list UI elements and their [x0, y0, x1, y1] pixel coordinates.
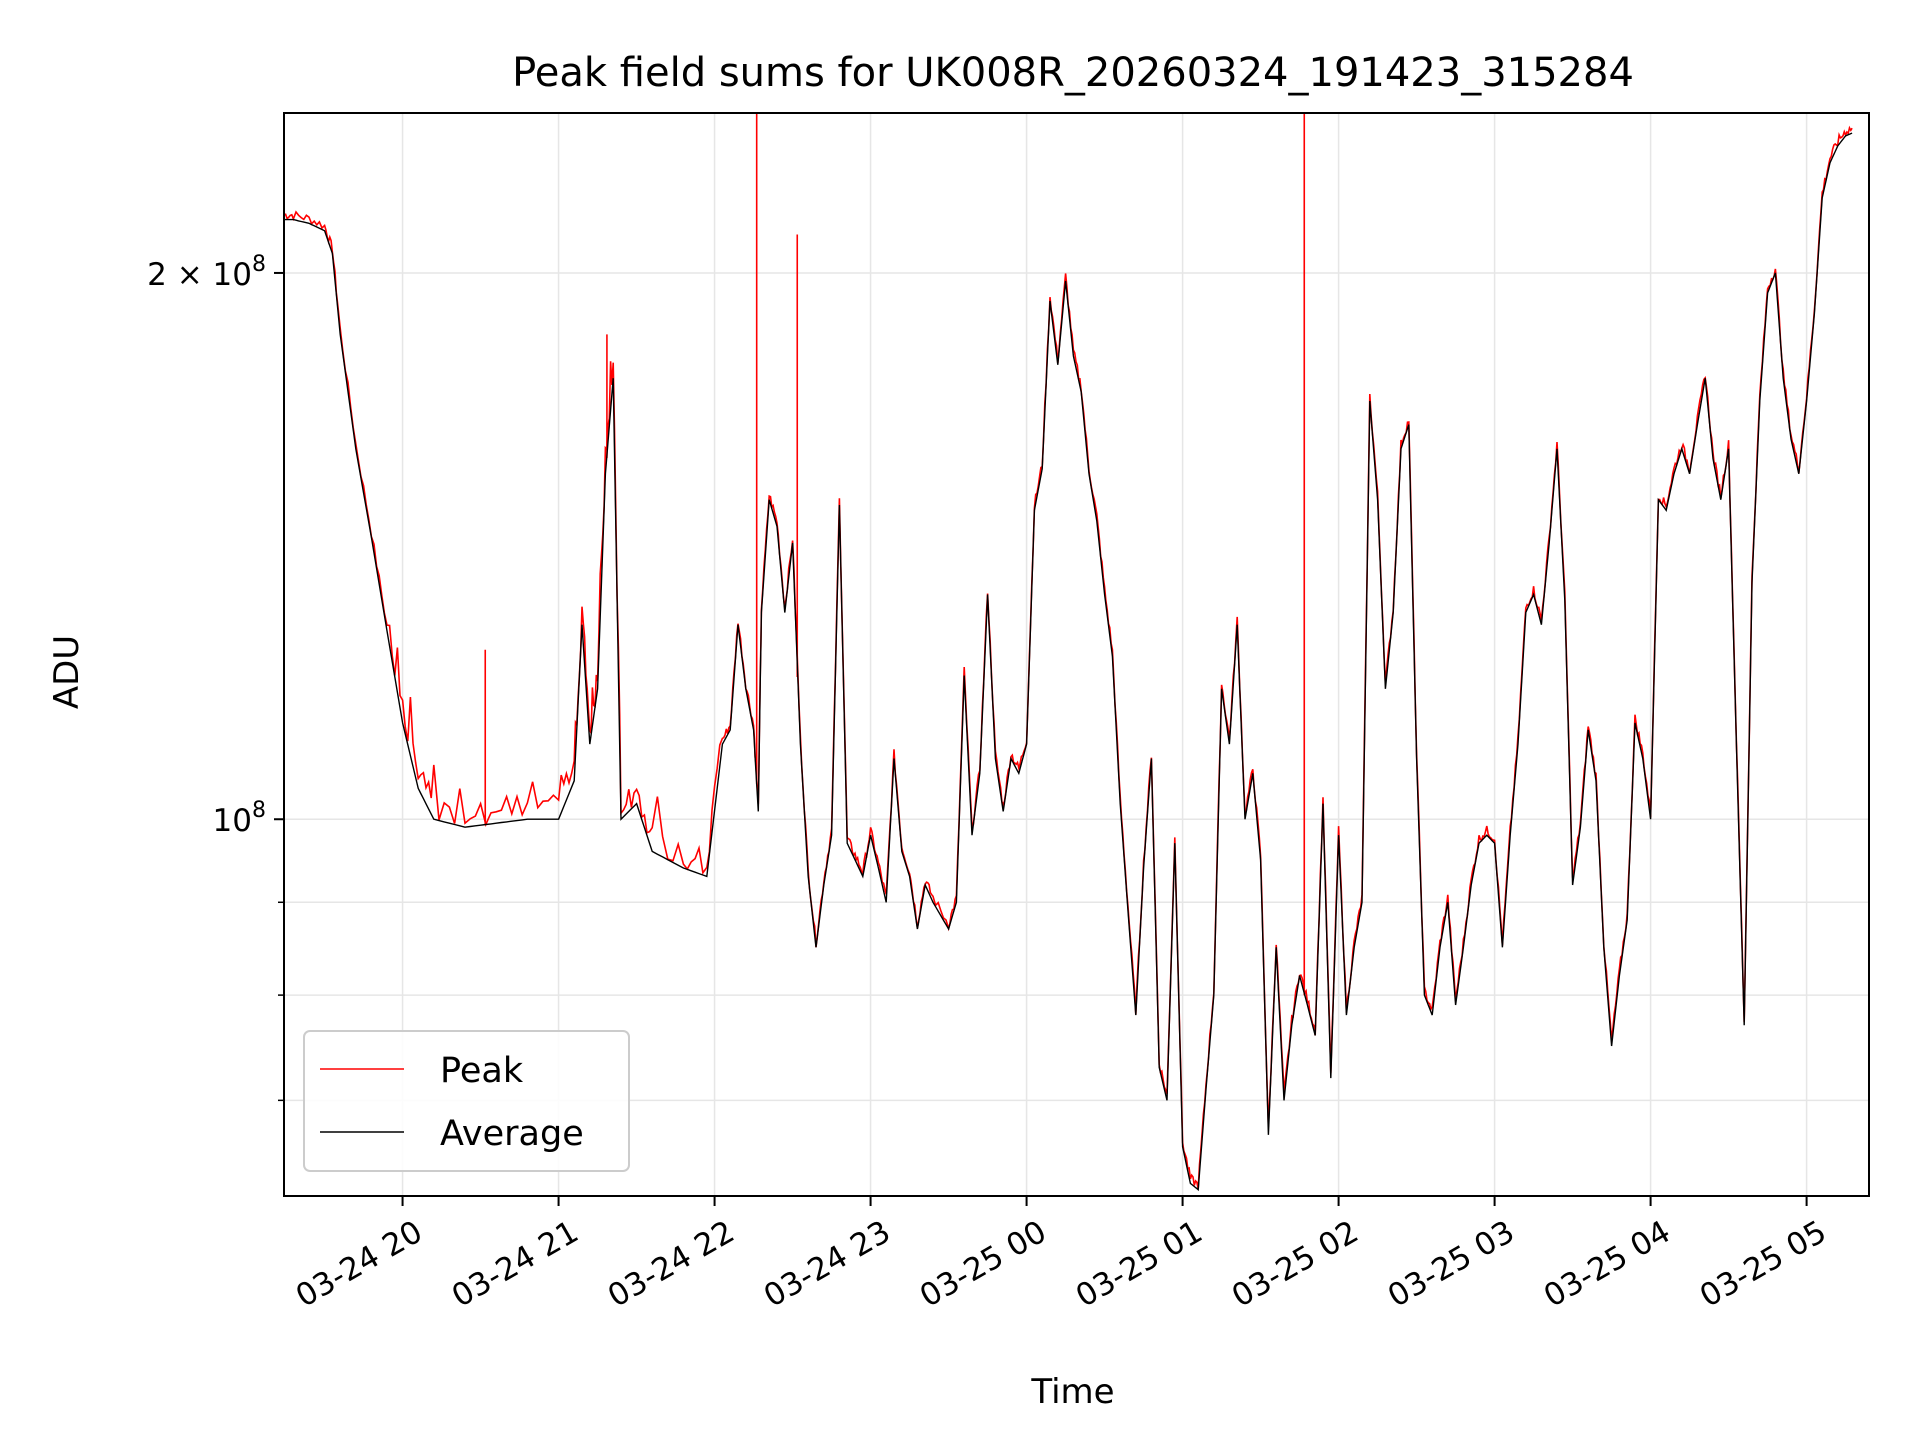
y-axis: 108 2 × 108 — [147, 252, 284, 1102]
x-tick-label: 03-24 20 — [290, 1214, 429, 1315]
x-tick-label: 03-24 21 — [446, 1214, 585, 1315]
x-axis-label: Time — [1030, 1372, 1114, 1412]
x-tick-label: 03-25 04 — [1538, 1214, 1677, 1315]
x-axis: 03-24 20 03-24 21 03-24 22 03-24 23 03-25 00… — [290, 1196, 1833, 1315]
chart-title: Peak field sums for UK008R_20260324_1914… — [512, 50, 1634, 96]
legend: Peak Average — [303, 1030, 630, 1172]
x-tick-label: 03-24 22 — [602, 1214, 741, 1315]
x-tick-label: 03-25 03 — [1382, 1214, 1521, 1315]
y-axis-label: ADU — [47, 635, 87, 709]
plot-frame — [283, 112, 1870, 1197]
legend-average-label: Average — [440, 1114, 584, 1154]
x-tick-label: 03-25 00 — [914, 1214, 1053, 1315]
y-tick-label: 2 × 108 — [147, 252, 266, 293]
series-line-average — [284, 132, 1853, 1192]
legend-peak-label: Peak — [440, 1051, 524, 1091]
plot-clip-group — [284, 113, 1853, 1192]
x-tick-label: 03-25 02 — [1226, 1214, 1365, 1315]
x-tick-label: 03-25 05 — [1694, 1214, 1833, 1315]
x-tick-label: 03-24 23 — [758, 1214, 897, 1315]
legend-box — [303, 1030, 630, 1172]
y-tick-label: 108 — [213, 798, 266, 839]
series-line-peak — [284, 125, 1853, 1190]
series-layer — [284, 113, 1853, 1192]
x-tick-label: 03-25 01 — [1070, 1214, 1209, 1315]
